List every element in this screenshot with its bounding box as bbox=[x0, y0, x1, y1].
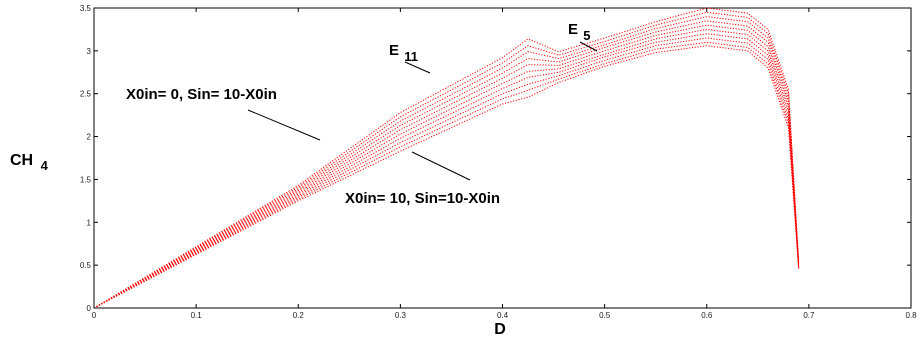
y-axis-label-sub: 4 bbox=[41, 158, 49, 173]
x-tick-label: 0.6 bbox=[701, 311, 713, 320]
x-tick-label: 0.5 bbox=[599, 311, 611, 320]
y-tick-label: 2.5 bbox=[80, 90, 92, 99]
x-tick-label: 0.1 bbox=[191, 311, 203, 320]
annotation-e11-main: E bbox=[389, 42, 399, 59]
annotation-e5-main: E bbox=[568, 21, 578, 38]
annotation-bottom-label: X0in= 10, Sin=10-X0in bbox=[345, 190, 500, 207]
annotation-top-label: X0in= 0, Sin= 10-X0in bbox=[126, 86, 277, 103]
y-tick-label: 3.5 bbox=[80, 4, 92, 13]
x-tick-label: 0.2 bbox=[293, 311, 305, 320]
annotation-e5-sub: 5 bbox=[583, 28, 590, 43]
y-tick-label: 3 bbox=[87, 47, 92, 56]
y-tick-label: 1 bbox=[87, 218, 92, 227]
x-tick-label: 0.7 bbox=[803, 311, 815, 320]
annotation-e11-sub: 11 bbox=[404, 49, 418, 64]
y-axis-label-main: CH bbox=[10, 152, 33, 169]
y-tick-label: 0.5 bbox=[80, 261, 92, 270]
x-tick-label: 0 bbox=[92, 311, 97, 320]
y-tick-label: 2 bbox=[87, 133, 92, 142]
y-tick-label: 0 bbox=[87, 304, 92, 313]
y-tick-label: 1.5 bbox=[80, 175, 92, 184]
plot-frame bbox=[94, 8, 911, 308]
x-tick-label: 0.4 bbox=[497, 311, 509, 320]
x-tick-label: 0.8 bbox=[905, 311, 917, 320]
y-axis-label: CH 4 bbox=[10, 152, 49, 173]
x-tick-label: 0.3 bbox=[395, 311, 407, 320]
x-axis-label: D bbox=[494, 321, 506, 338]
